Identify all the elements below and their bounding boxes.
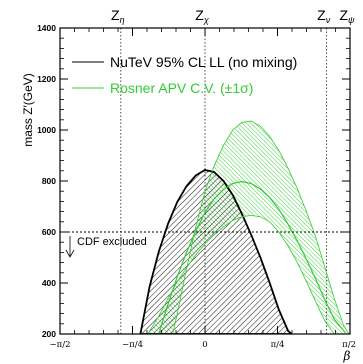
- model-label-2: Zν: [317, 7, 331, 25]
- model-sub-1: χ: [203, 15, 210, 25]
- model-sub-2: ν: [326, 15, 331, 25]
- apv-central-line: [158, 180, 346, 334]
- plot-area: [60, 120, 350, 334]
- model-label-0: Zη: [111, 7, 125, 25]
- cdf-arrow-head-icon: [65, 249, 75, 258]
- x-axis-label: β: [343, 349, 351, 363]
- y-tick-label-3: 800: [42, 176, 56, 186]
- y-tick-label-0: 200: [42, 329, 56, 339]
- legend: NuTeV 95% CL LL (no mixing) Rosner APV C…: [72, 54, 297, 96]
- cdf-label: CDF excluded: [77, 236, 147, 248]
- apv-lower-line: [147, 214, 335, 334]
- y-axis-label: mass Z′(GeV): [21, 73, 35, 147]
- legend-label-apv: Rosner APV C.V. (±1σ): [110, 80, 253, 96]
- cdf-annotation: CDF excluded: [65, 236, 147, 258]
- model-sub-3: ψ: [348, 15, 355, 25]
- y-axis: 200 400 600 800 1000 1200 1400: [37, 23, 350, 339]
- x-tick-label-4: π/2: [342, 340, 356, 350]
- model-label-1: Zχ: [195, 7, 210, 25]
- model-label-3: Zψ: [339, 7, 355, 25]
- x-tick-label-0: −π/2: [50, 340, 71, 350]
- x-tick-label-1: −π/4: [122, 340, 143, 350]
- y-tick-label-2: 600: [42, 227, 56, 237]
- nutev-region: [139, 169, 294, 334]
- y-tick-label-4: 1000: [37, 125, 56, 135]
- model-sub-0: η: [120, 15, 125, 25]
- x-tick-label-3: π/4: [271, 340, 285, 350]
- y-tick-label-6: 1400: [37, 23, 56, 33]
- model-labels: Zη Zχ Zν Zψ: [111, 7, 355, 25]
- y-tick-label-5: 1200: [37, 74, 56, 84]
- y-tick-label-1: 400: [42, 278, 56, 288]
- legend-label-nutev: NuTeV 95% CL LL (no mixing): [110, 54, 297, 70]
- x-axis: −π/2 −π/4 0 π/4 π/2: [50, 28, 356, 350]
- x-tick-label-2: 0: [202, 340, 207, 350]
- apv-upper-line: [172, 120, 350, 334]
